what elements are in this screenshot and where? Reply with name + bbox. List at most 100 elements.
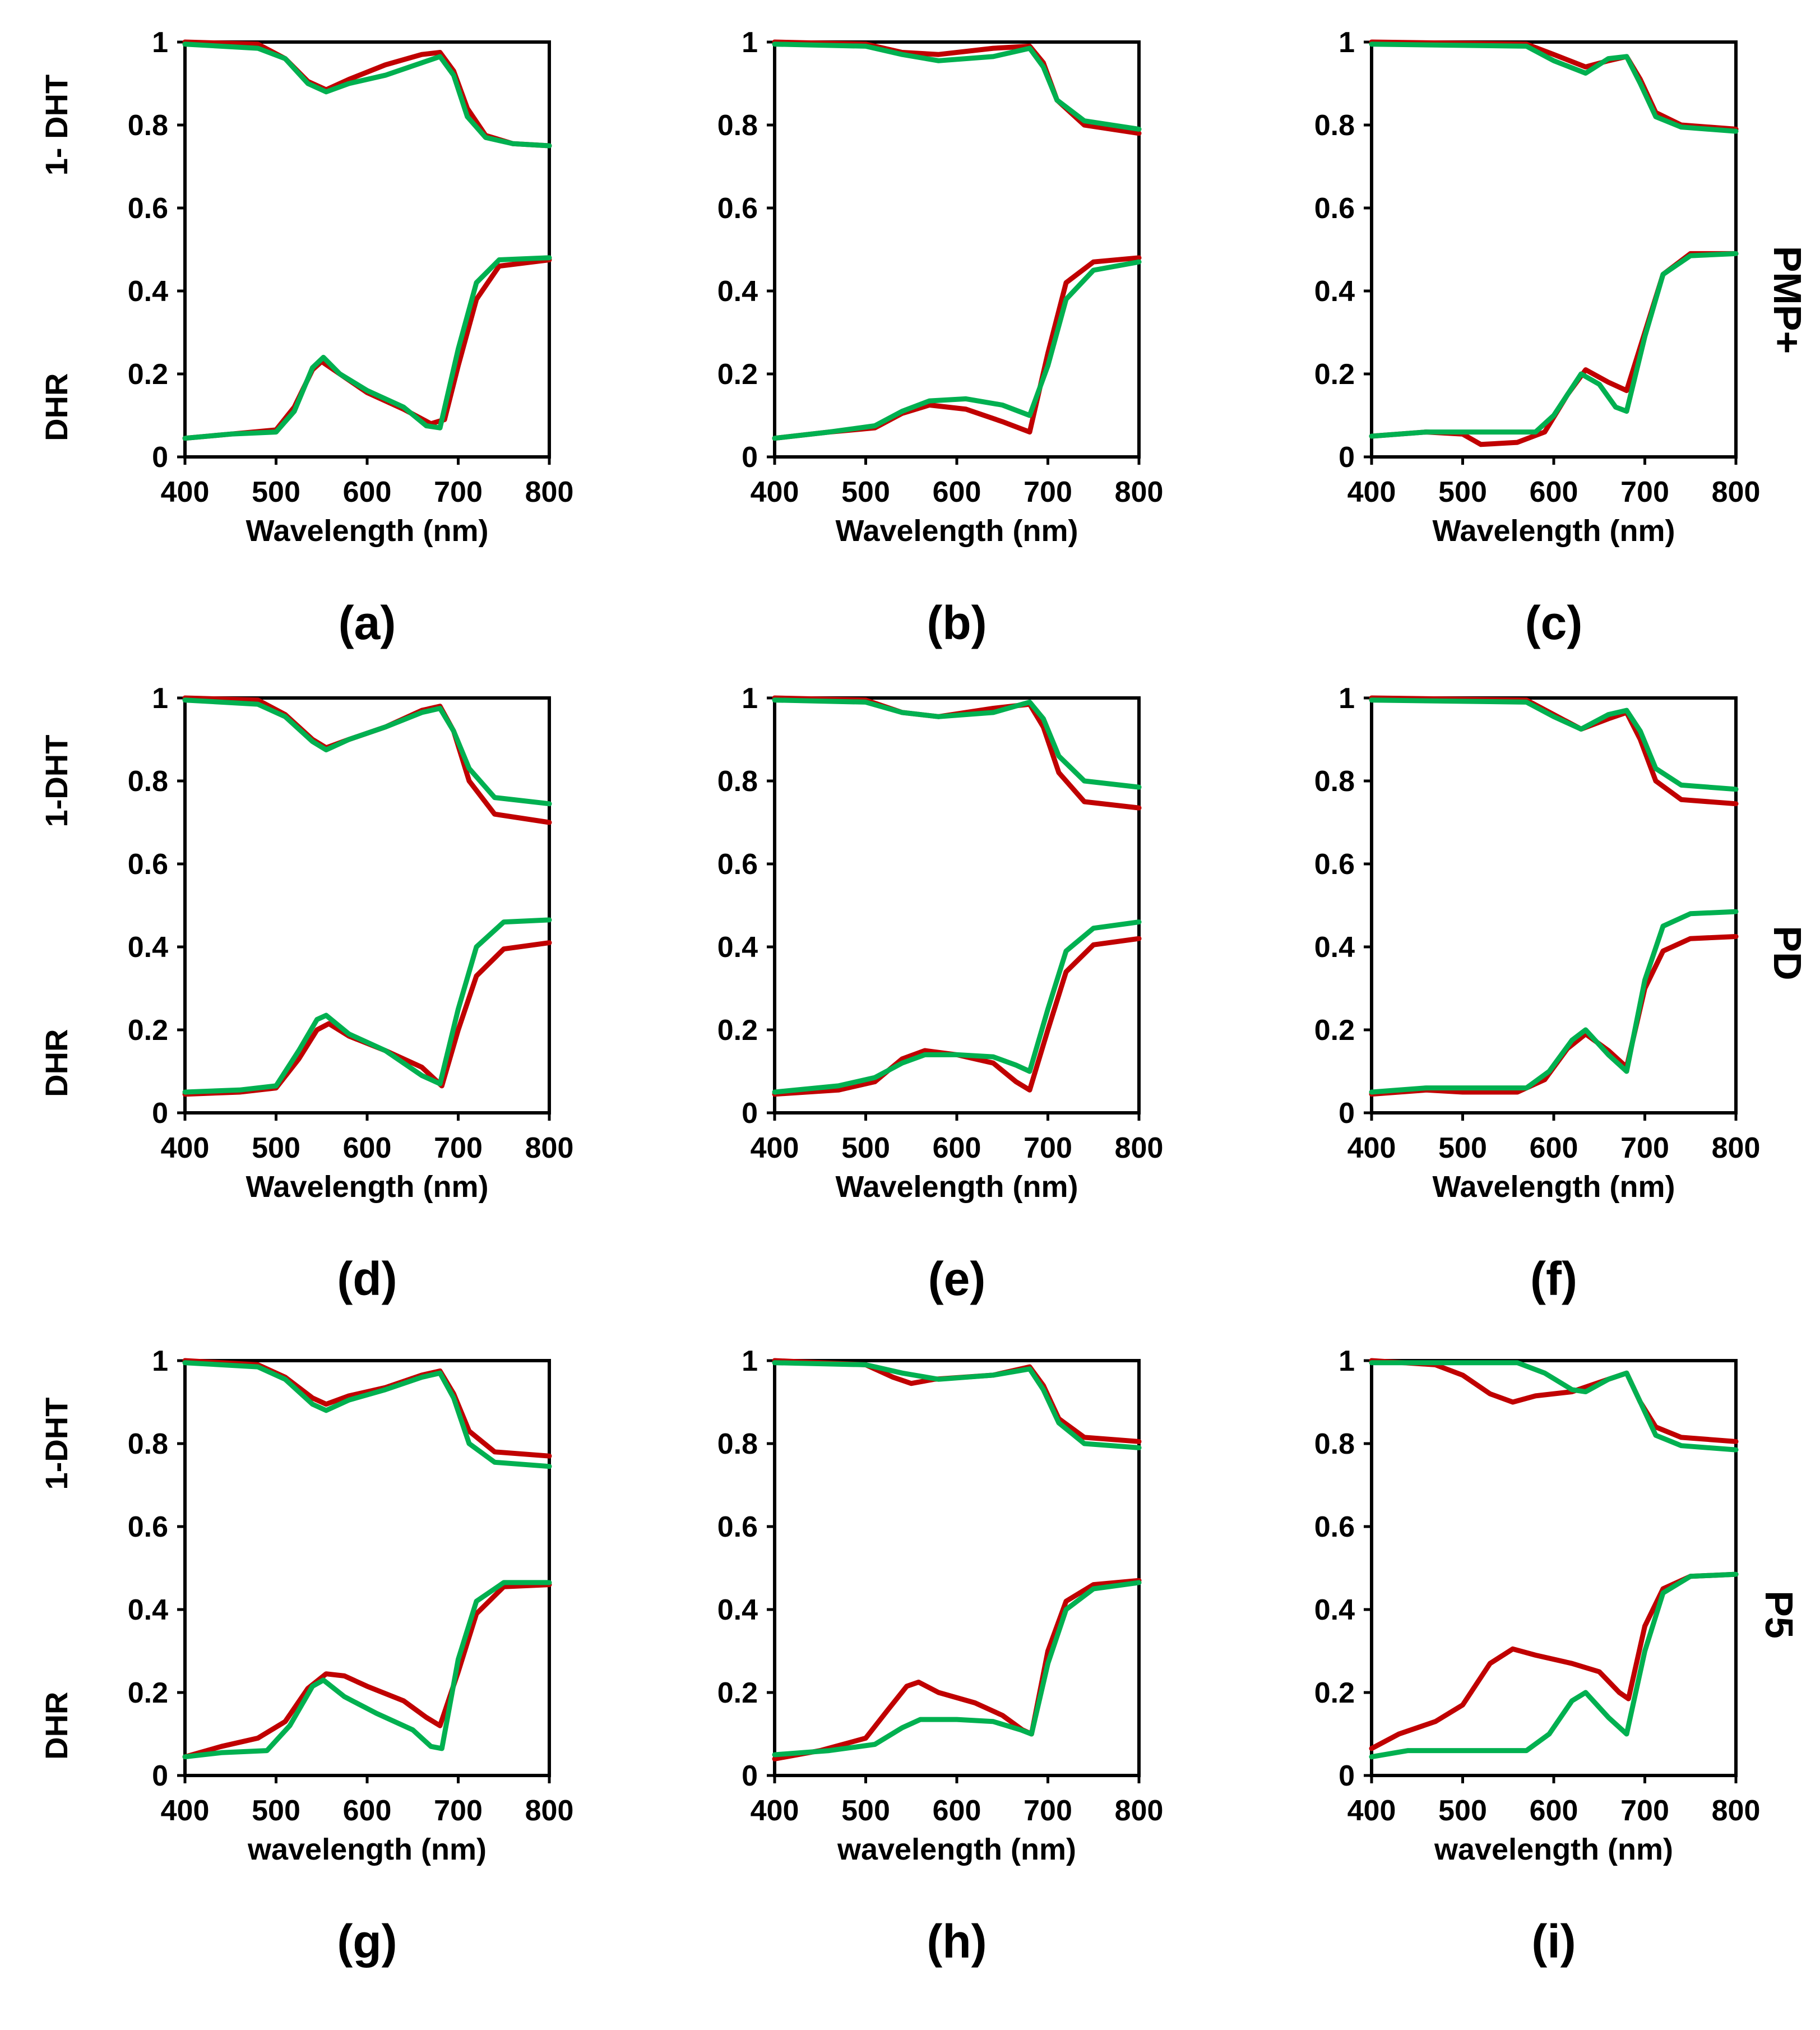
x-tick-label: 700 <box>434 1795 483 1827</box>
x-tick-label: 700 <box>434 1132 483 1164</box>
series-line-green <box>182 1360 552 1469</box>
series-line-green <box>772 259 1142 441</box>
x-tick-label: 800 <box>525 1132 574 1164</box>
y-tick-label: 0.2 <box>1314 358 1355 391</box>
x-axis-label: Wavelength (nm) <box>835 514 1078 548</box>
y-tick-label: 0.4 <box>128 1594 168 1626</box>
y-tick-label: 0 <box>1339 1760 1355 1792</box>
x-tick-label: 600 <box>933 1795 981 1827</box>
series-line-red <box>182 257 552 441</box>
y-tick-label: 0.4 <box>1314 1594 1355 1626</box>
series-line-red <box>1369 1571 1739 1751</box>
x-tick-label: 400 <box>161 476 210 508</box>
plot-frame <box>773 1359 1141 1777</box>
x-tick-label: 800 <box>525 476 574 508</box>
plot-frame <box>1370 696 1738 1115</box>
y-tick-label: 1 <box>1339 26 1355 59</box>
y-tick-label: 0.2 <box>1314 1014 1355 1047</box>
panel-label: (a) <box>339 596 396 649</box>
y-tick-label: 1 <box>1339 1345 1355 1377</box>
x-axis-label: Wavelength (nm) <box>835 1170 1078 1204</box>
panel-label: (d) <box>337 1252 397 1305</box>
series-line-green <box>1369 909 1739 1095</box>
x-tick-label: 400 <box>161 1132 210 1164</box>
series-line-red <box>1369 39 1739 132</box>
x-tick-label: 800 <box>1712 1132 1761 1164</box>
panel-label: (i) <box>1531 1915 1576 1968</box>
y-axis-label-bottom: DHR <box>39 1029 74 1097</box>
x-tick-label: 400 <box>1347 1132 1396 1164</box>
x-tick-label: 500 <box>252 476 300 508</box>
panel-label: (e) <box>928 1252 986 1305</box>
x-tick-label: 400 <box>751 476 799 508</box>
series-line-green <box>772 41 1142 132</box>
y-tick-label: 0 <box>152 1097 168 1130</box>
series-line-red <box>182 1358 552 1459</box>
x-tick-label: 400 <box>1347 1795 1396 1827</box>
y-tick-label: 0.6 <box>717 1511 758 1543</box>
series-line-green <box>182 1580 552 1760</box>
row-label-pmp: PMP+ <box>1766 246 1809 354</box>
y-tick-label: 0.8 <box>717 109 758 142</box>
y-tick-label: 0 <box>152 441 168 474</box>
y-tick-label: 0.8 <box>1314 109 1355 142</box>
x-tick-label: 600 <box>343 1132 392 1164</box>
y-tick-label: 0.4 <box>128 275 168 308</box>
y-tick-label: 0.8 <box>128 1428 168 1460</box>
plot-frame <box>183 696 551 1115</box>
x-tick-label: 400 <box>751 1132 799 1164</box>
x-tick-label: 500 <box>841 1132 890 1164</box>
panel-label: (f) <box>1530 1252 1577 1305</box>
series-line-red <box>772 1578 1142 1761</box>
y-tick-label: 0.4 <box>1314 931 1355 964</box>
panel-label: (c) <box>1525 596 1583 649</box>
series-line-red <box>772 936 1142 1097</box>
plot-frame <box>1370 1359 1738 1777</box>
series-line-green <box>1369 1360 1739 1453</box>
x-tick-label: 700 <box>434 476 483 508</box>
y-tick-label: 0.2 <box>128 1014 168 1047</box>
x-axis-label: Wavelength (nm) <box>246 1170 488 1204</box>
y-axis-label-bottom: DHR <box>39 373 74 441</box>
series-line-green <box>1369 1571 1739 1760</box>
y-tick-label: 0.8 <box>1314 765 1355 798</box>
x-tick-label: 600 <box>1530 1795 1578 1827</box>
chart-panel: 400 500 600 700 800 0 0.2 0.4 0.6 0.8 1 Wavelength … <box>39 26 573 649</box>
y-tick-label: 0.4 <box>717 275 758 308</box>
y-axis-label-top: 1-DHT <box>39 1398 74 1490</box>
chart-panel: 400 500 600 700 800 0 0.2 0.4 0.6 0.8 1 Wavelength … <box>1314 26 1761 649</box>
panel-label: (h) <box>927 1915 987 1968</box>
panel-label: (g) <box>337 1915 397 1968</box>
chart-panel: 400 500 600 700 800 0 0.2 0.4 0.6 0.8 1 wavelength … <box>39 1345 573 1968</box>
series-line-green <box>182 697 552 807</box>
chart-panel: 400 500 600 700 800 0 0.2 0.4 0.6 0.8 1 wavelength … <box>1314 1345 1761 1968</box>
x-axis-label: Wavelength (nm) <box>1432 1170 1675 1204</box>
series-line-green <box>772 1360 1142 1450</box>
chart-panel: 400 500 600 700 800 0 0.2 0.4 0.6 0.8 1 Wavelength … <box>717 26 1164 649</box>
series-line-green <box>772 1580 1142 1758</box>
x-axis-label: wavelength (nm) <box>247 1833 487 1866</box>
plot-frame <box>773 40 1141 459</box>
x-tick-label: 600 <box>343 476 392 508</box>
y-tick-label: 0.4 <box>717 1594 758 1626</box>
x-tick-label: 600 <box>1530 476 1578 508</box>
plot-frame <box>773 696 1141 1115</box>
y-axis-label-top: 1- DHT <box>39 75 74 175</box>
y-tick-label: 0.4 <box>1314 275 1355 308</box>
x-tick-label: 500 <box>1438 1132 1487 1164</box>
y-tick-label: 0.4 <box>128 931 168 964</box>
x-tick-label: 500 <box>841 1795 890 1827</box>
y-tick-label: 0.6 <box>1314 848 1355 881</box>
x-tick-label: 600 <box>933 1132 981 1164</box>
y-tick-label: 0.2 <box>717 1677 758 1709</box>
x-tick-label: 800 <box>1115 1795 1164 1827</box>
x-axis-label: Wavelength (nm) <box>246 514 488 548</box>
x-tick-label: 700 <box>1024 1132 1072 1164</box>
x-tick-label: 500 <box>252 1132 300 1164</box>
y-tick-label: 0.4 <box>717 931 758 964</box>
chart-panel: 400 500 600 700 800 0 0.2 0.4 0.6 0.8 1 wavelength … <box>717 1345 1164 1968</box>
y-tick-label: 1 <box>152 1345 168 1377</box>
x-tick-label: 500 <box>841 476 890 508</box>
x-tick-label: 600 <box>1530 1132 1578 1164</box>
